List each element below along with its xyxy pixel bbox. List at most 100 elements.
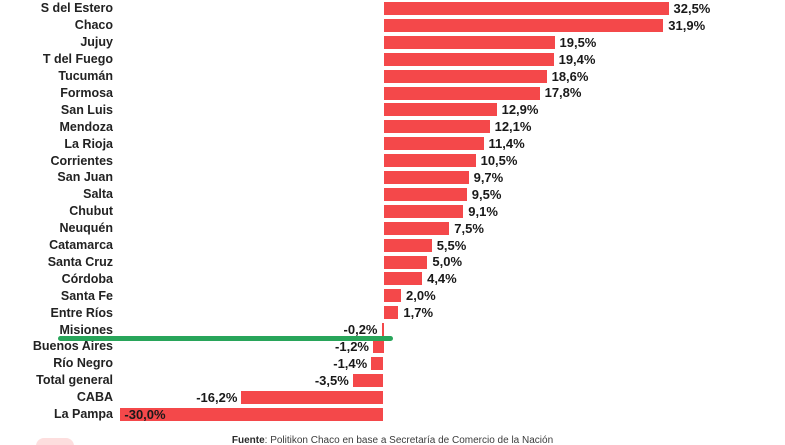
chart-rows: S del Estero 32,5% Chaco 31,9% Jujuy 19,5% T d… <box>0 0 785 423</box>
value-label: -16,2% <box>196 389 238 405</box>
bar <box>383 137 484 151</box>
chart-row: S del Estero 32,5% <box>0 0 785 17</box>
bar <box>383 86 540 100</box>
category-label: CABA <box>76 390 113 405</box>
chart-row: Chaco 31,9% <box>0 17 785 34</box>
chart-row: Mendoza 12,1% <box>0 118 785 135</box>
bar <box>383 120 490 134</box>
bar <box>383 221 450 235</box>
category-label: Entre Ríos <box>50 305 113 320</box>
category-label: Santa Fe <box>60 288 113 303</box>
bar <box>371 356 384 370</box>
category-label: Chaco <box>74 18 113 33</box>
bar <box>383 18 664 32</box>
category-label: La Pampa <box>53 407 113 422</box>
source-note: Fuente: Politikon Chaco en base a Secret… <box>0 433 785 445</box>
value-label: 18,6% <box>551 68 589 84</box>
bar <box>241 390 384 404</box>
category-label: Misiones <box>59 322 114 337</box>
value-label: 19,5% <box>559 34 597 50</box>
value-label: 5,5% <box>436 237 467 253</box>
category-label: Salta <box>83 187 113 202</box>
category-label: Neuquén <box>59 221 113 236</box>
value-label: -0,2% <box>343 322 378 338</box>
category-label: La Rioja <box>64 136 113 151</box>
chart-row: Misiones -0,2% <box>0 321 785 338</box>
category-label: Santa Cruz <box>47 254 113 269</box>
category-label: Jujuy <box>80 35 113 50</box>
value-label: -1,4% <box>333 355 368 371</box>
bar <box>383 272 423 286</box>
chart-row: Salta 9,5% <box>0 186 785 203</box>
chart-row: Santa Cruz 5,0% <box>0 254 785 271</box>
category-label: Catamarca <box>49 238 113 253</box>
chart-row: San Luis 12,9% <box>0 101 785 118</box>
value-label: 4,4% <box>427 271 457 287</box>
value-label: 32,5% <box>673 0 711 16</box>
value-label: 1,7% <box>403 305 434 321</box>
value-label: 9,5% <box>471 186 502 202</box>
logo-fragment <box>36 438 74 445</box>
category-label: Córdoba <box>61 271 113 286</box>
bar <box>383 52 554 66</box>
chart-row: Río Negro -1,4% <box>0 355 785 372</box>
chart-row: CABA -16,2% <box>0 389 785 406</box>
bar <box>383 154 476 168</box>
value-label: 5,0% <box>432 254 463 270</box>
chart-row: Buenos Aires -1,2% <box>0 338 785 355</box>
category-label: Corrientes <box>50 153 113 168</box>
value-label: 31,9% <box>668 17 706 33</box>
source-text: : Politikon Chaco en base a Secretaría d… <box>264 435 554 445</box>
chart-row: Neuquén 7,5% <box>0 220 785 237</box>
chart-row: San Juan 9,7% <box>0 169 785 186</box>
chart-row: Entre Ríos 1,7% <box>0 304 785 321</box>
category-label: Total general <box>36 373 113 388</box>
bar <box>383 306 399 320</box>
chart-row: La Pampa -30,0% <box>0 406 785 423</box>
chart-row: Chubut 9,1% <box>0 203 785 220</box>
chart-row: Córdoba 4,4% <box>0 270 785 287</box>
chart-row: Formosa 17,8% <box>0 85 785 102</box>
category-label: Formosa <box>60 85 113 100</box>
category-label: Chubut <box>69 204 113 219</box>
category-label: Buenos Aires <box>32 339 113 354</box>
chart-row: T del Fuego 19,4% <box>0 51 785 68</box>
bar <box>383 103 497 117</box>
value-label: -30,0% <box>124 406 166 422</box>
value-label: 12,1% <box>494 119 532 135</box>
value-label: 17,8% <box>544 85 582 101</box>
chart-row: Santa Fe 2,0% <box>0 287 785 304</box>
category-label: Tucumán <box>58 69 113 84</box>
bar <box>381 323 384 337</box>
bar <box>120 407 384 421</box>
bar <box>373 340 384 353</box>
highlight-underline <box>58 336 393 341</box>
category-label: Mendoza <box>59 119 113 134</box>
category-label: San Juan <box>57 170 113 185</box>
value-label: 9,1% <box>468 203 498 219</box>
chart-row: Jujuy 19,5% <box>0 34 785 51</box>
bar <box>383 171 469 184</box>
bar <box>383 204 464 218</box>
bar <box>383 255 428 269</box>
value-label: 7,5% <box>454 220 484 236</box>
bar <box>383 35 555 49</box>
bar <box>352 373 384 387</box>
value-label: 11,4% <box>488 136 525 152</box>
category-label: T del Fuego <box>42 52 113 67</box>
value-label: -3,5% <box>314 372 349 388</box>
source-label: Fuente <box>231 435 265 445</box>
bar <box>383 289 401 303</box>
category-label: S del Estero <box>40 1 113 16</box>
value-label: 10,5% <box>480 153 518 169</box>
chart-row: Catamarca 5,5% <box>0 237 785 254</box>
chart-row: Total general -3,5% <box>0 372 785 389</box>
value-label: 9,7% <box>473 169 504 185</box>
bar <box>383 187 467 201</box>
bar <box>383 2 669 15</box>
chart-row: La Rioja 11,4% <box>0 135 785 152</box>
category-label: San Luis <box>60 102 113 117</box>
value-label: 2,0% <box>406 288 436 304</box>
value-label: 19,4% <box>558 51 596 67</box>
